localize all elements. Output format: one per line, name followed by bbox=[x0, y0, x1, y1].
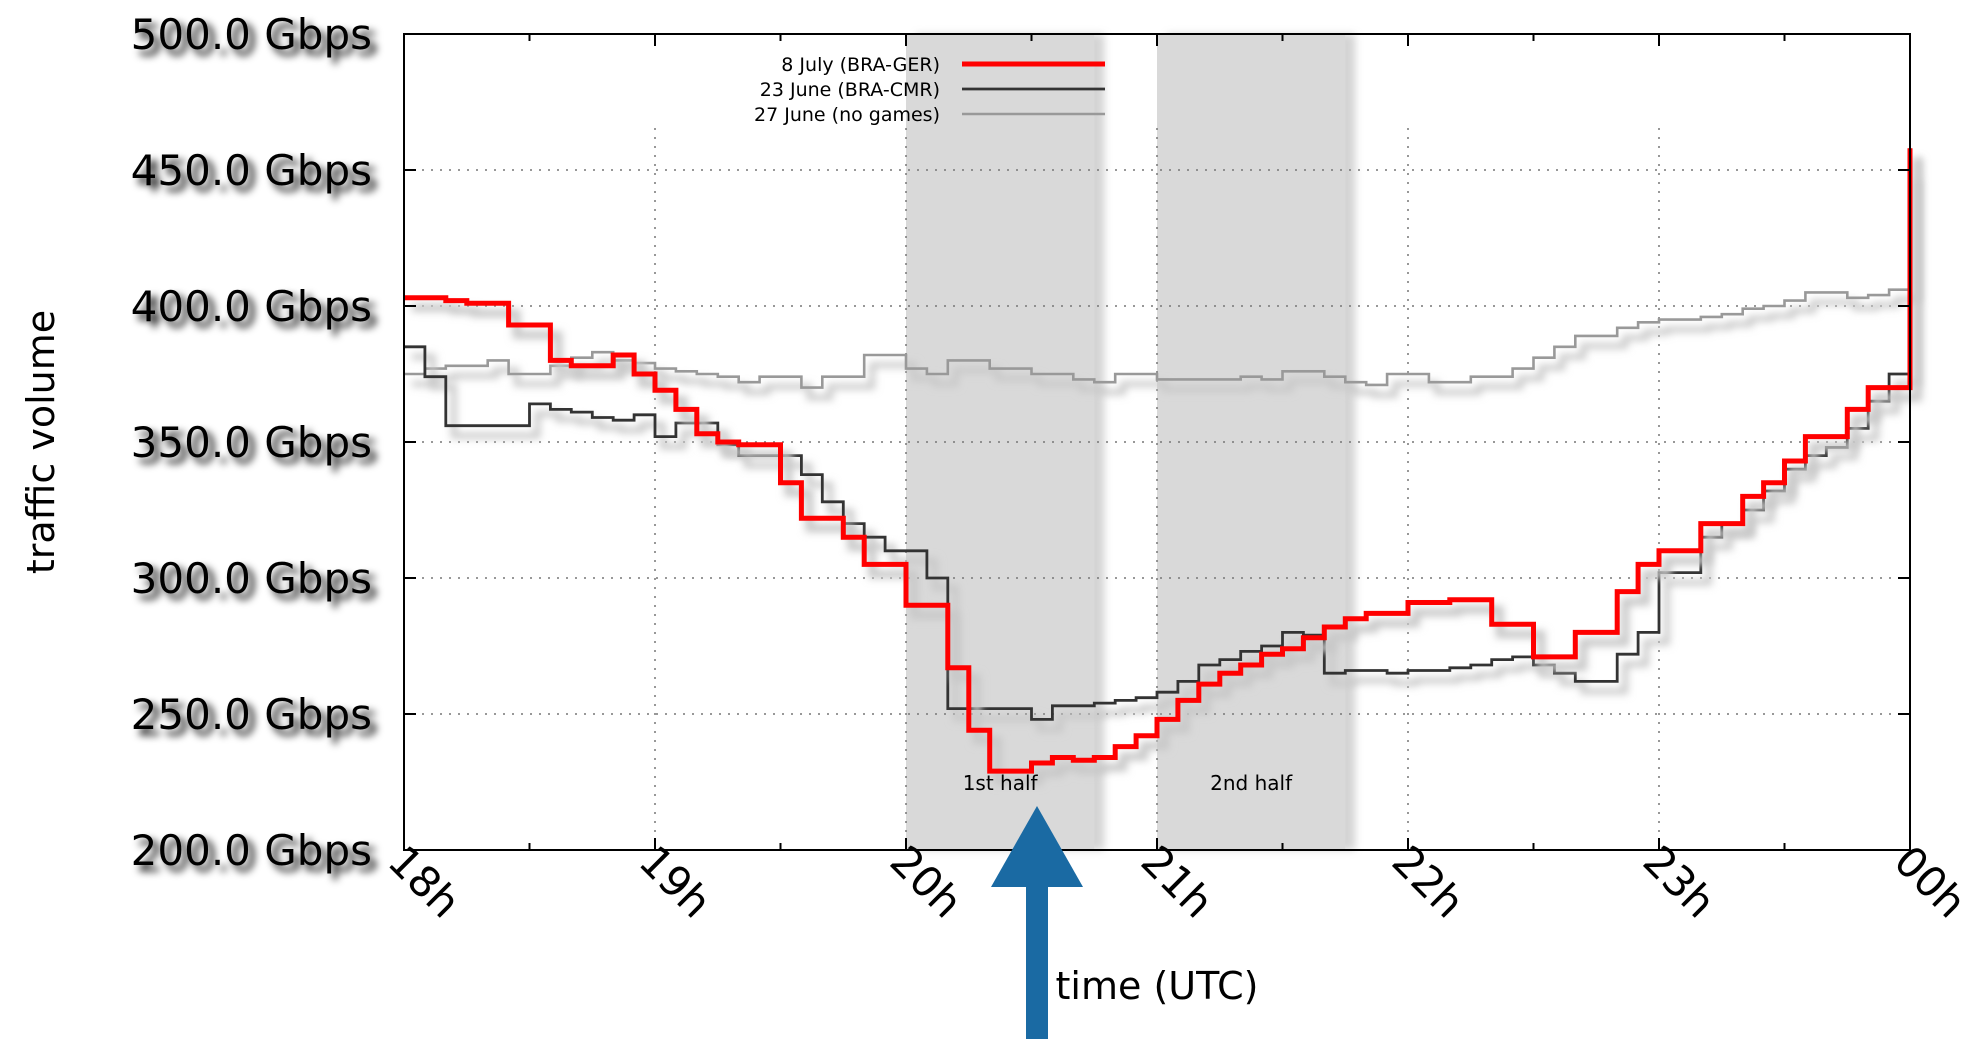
y-tick-label: 450.0 Gbps bbox=[131, 146, 372, 195]
y-tick-label-shadow: 250.0 Gbps bbox=[137, 696, 378, 745]
shaded-region-1 bbox=[906, 34, 1095, 850]
series-line-3 bbox=[404, 170, 1912, 389]
y-tick-label: 350.0 Gbps bbox=[131, 418, 372, 467]
y-tick-label-shadow: 400.0 Gbps bbox=[137, 288, 378, 337]
legend-label: 8 July (BRA-GER) bbox=[781, 54, 940, 76]
series-line-shadow bbox=[412, 180, 1921, 401]
axis-ticks bbox=[403, 33, 1911, 851]
region-label: 1st half bbox=[963, 771, 1039, 795]
gridlines bbox=[404, 128, 1910, 850]
x-axis-title: time (UTC) bbox=[1056, 964, 1259, 1008]
y-tick-label-shadow: 450.0 Gbps bbox=[137, 152, 378, 201]
y-tick-label: 500.0 Gbps bbox=[131, 10, 372, 59]
y-tick-label: 200.0 Gbps bbox=[131, 826, 372, 875]
series-lines bbox=[404, 148, 1922, 786]
y-tick-label-shadow: 350.0 Gbps bbox=[137, 424, 378, 473]
region-labels: 1st half 2nd half bbox=[963, 771, 1293, 795]
y-tick-label-shadow: 500.0 Gbps bbox=[137, 16, 378, 65]
pointer-arrow bbox=[991, 806, 1083, 1039]
y-tick-label: 400.0 Gbps bbox=[131, 282, 372, 331]
y-tick-label-shadow: 200.0 Gbps bbox=[137, 832, 378, 881]
series-line-1 bbox=[404, 148, 1913, 774]
legend-label: 23 June (BRA-CMR) bbox=[760, 79, 940, 101]
legend-label: 27 June (no games) bbox=[754, 104, 940, 126]
y-tick-label-shadow: 300.0 Gbps bbox=[137, 560, 378, 609]
region-label: 2nd half bbox=[1210, 771, 1293, 795]
y-axis-title: traffic volume bbox=[19, 310, 63, 574]
y-tick-label: 300.0 Gbps bbox=[131, 554, 372, 603]
legend: 8 July (BRA-GER) 23 June (BRA-CMR) 27 June… bbox=[754, 54, 1105, 126]
y-tick-label: 250.0 Gbps bbox=[131, 690, 372, 739]
